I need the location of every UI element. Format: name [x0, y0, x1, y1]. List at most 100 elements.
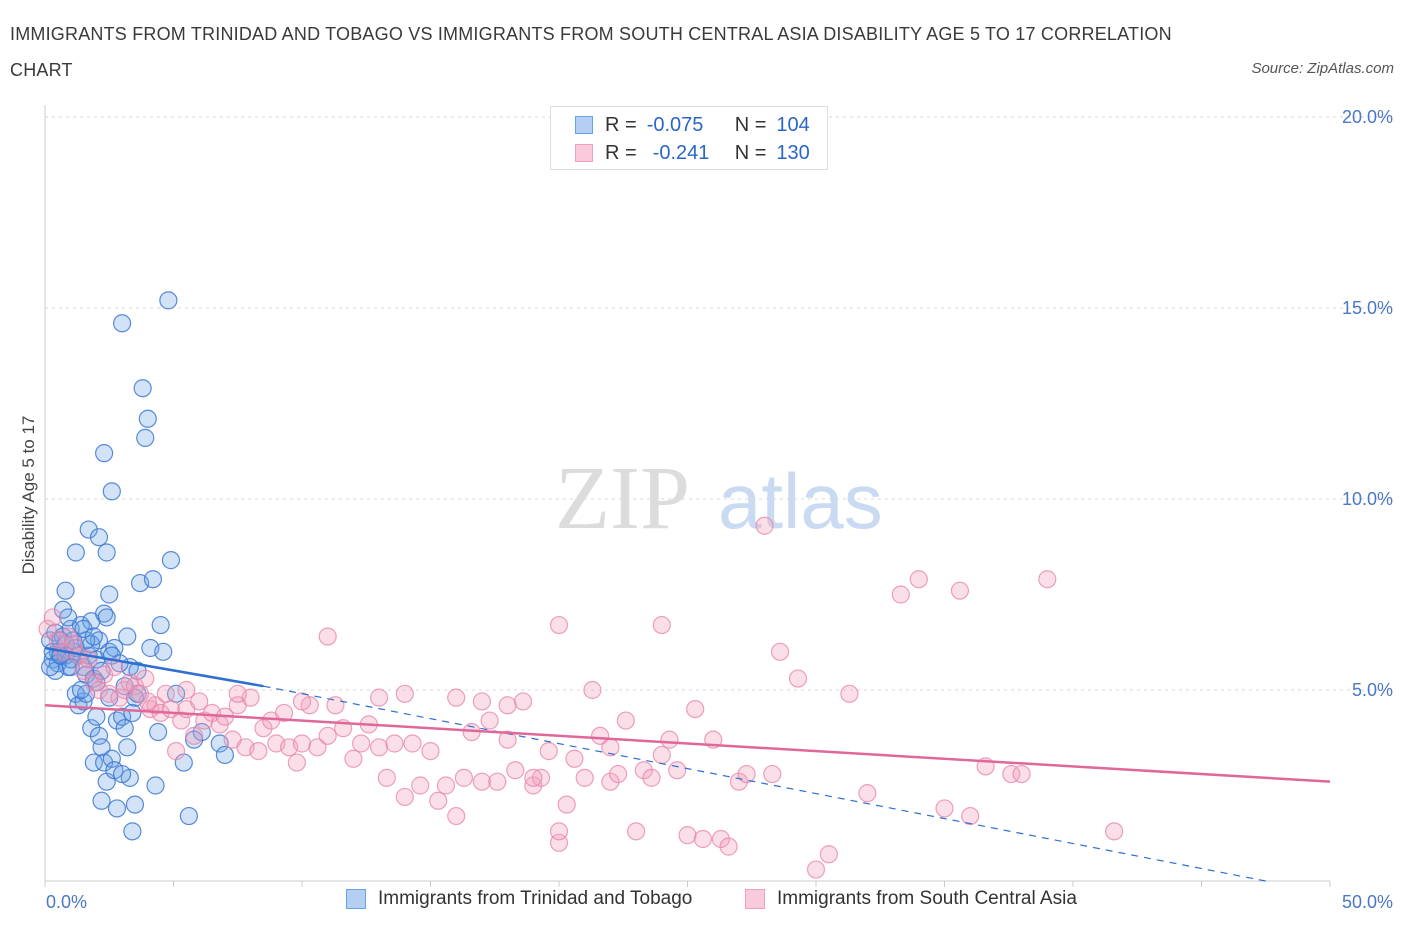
data-point-pink: [472, 772, 491, 791]
data-point-blue: [118, 738, 137, 757]
data-point-pink: [770, 642, 790, 661]
data-point-pink: [891, 585, 910, 604]
data-point-blue: [89, 528, 109, 547]
data-point-blue: [146, 776, 165, 795]
data-point-pink: [184, 726, 204, 745]
data-point-pink: [729, 772, 749, 791]
data-point-pink: [95, 665, 114, 684]
watermark-atlas: atlas: [718, 457, 883, 545]
data-point-pink: [961, 806, 980, 826]
data-point-blue: [66, 543, 85, 562]
data-point-blue: [184, 730, 204, 749]
y-axis-label: Disability Age 5 to 17: [19, 416, 38, 575]
data-point-blue: [123, 822, 142, 841]
data-point-blue: [107, 799, 127, 818]
data-point-blue: [95, 444, 114, 463]
data-point-blue: [112, 764, 132, 784]
data-point-blue: [133, 379, 152, 398]
data-point-pink: [472, 692, 491, 711]
data-point-pink: [909, 570, 928, 589]
data-point-pink: [819, 845, 838, 864]
data-point-blue: [100, 585, 119, 604]
data-point-pink: [950, 581, 970, 600]
data-point-pink: [352, 734, 371, 753]
data-point-pink: [668, 761, 687, 780]
data-point-pink: [788, 669, 808, 688]
y-tick-label: 20.0%: [1342, 107, 1393, 127]
data-point-pink: [1012, 764, 1031, 784]
data-point-pink: [506, 761, 525, 780]
legend-n-value-blue: 104: [776, 113, 810, 136]
legend-r-label: R =: [605, 113, 637, 136]
data-point-pink: [693, 829, 713, 849]
data-point-blue: [74, 619, 93, 638]
data-point-pink: [634, 761, 653, 780]
data-point-pink: [565, 749, 584, 768]
data-point-pink: [652, 745, 671, 765]
data-point-pink: [344, 749, 363, 768]
watermark-zip: ZIP: [555, 449, 690, 548]
trend-line-blue-dashed: [263, 685, 1266, 882]
legend-r-label: R =: [605, 141, 637, 164]
data-point-pink: [524, 768, 543, 787]
data-point-blue: [151, 615, 170, 635]
legend: R = -0.075 N = 104 R = -0.241 N = 130: [550, 106, 828, 170]
gridlines: [45, 116, 1395, 691]
bottom-legend-label-pink: Immigrants from South Central Asia: [777, 888, 1077, 909]
y-tick-label: 10.0%: [1342, 489, 1393, 509]
data-point-pink: [858, 784, 877, 803]
data-point-blue: [89, 726, 109, 745]
data-point-pink: [287, 753, 306, 772]
data-point-pink: [274, 703, 294, 723]
data-point-pink: [100, 684, 119, 703]
data-point-pink: [498, 730, 517, 749]
bottom-legend-swatch-pink: [745, 889, 765, 909]
data-point-pink: [292, 734, 312, 753]
legend-r-value-blue: -0.075: [646, 113, 704, 136]
data-point-blue: [143, 570, 163, 589]
data-point-blue: [112, 314, 132, 333]
data-point-blue: [179, 806, 199, 826]
data-point-pink: [583, 680, 602, 700]
data-point-pink: [292, 692, 312, 711]
data-point-pink: [105, 657, 124, 677]
data-point-pink: [488, 772, 507, 791]
data-point-pink: [138, 692, 157, 711]
legend-row-blue: R = -0.075 N = 104: [575, 112, 810, 138]
data-point-blue: [148, 722, 168, 742]
data-point-blue: [215, 745, 234, 765]
data-point-blue: [56, 581, 75, 600]
series-blue-points: [41, 291, 234, 841]
data-point-pink: [626, 822, 646, 841]
data-point-blue: [118, 627, 137, 646]
data-point-pink: [549, 615, 569, 635]
data-point-pink: [395, 787, 414, 807]
series-pink-points: [38, 516, 1124, 879]
data-point-pink: [308, 738, 327, 757]
data-point-pink: [601, 772, 620, 791]
data-point-pink: [370, 738, 389, 757]
data-point-pink: [166, 742, 186, 761]
data-point-blue: [138, 409, 157, 428]
trend-line-pink: [44, 704, 1331, 783]
data-point-pink: [436, 776, 456, 795]
data-point-pink: [498, 696, 517, 715]
data-point-pink: [370, 688, 389, 707]
data-point-pink: [591, 726, 610, 745]
data-point-blue: [161, 551, 181, 570]
data-point-blue: [84, 753, 103, 772]
legend-row-pink: R = -0.241 N = 130: [575, 140, 810, 166]
data-point-pink: [513, 692, 533, 711]
legend-swatch-blue: [575, 116, 593, 134]
data-point-pink: [524, 776, 543, 795]
data-point-pink: [429, 791, 448, 810]
legend-n-value-pink: 130: [776, 141, 810, 164]
data-point-pink: [385, 734, 404, 753]
data-point-pink: [156, 684, 175, 703]
data-point-blue: [84, 627, 103, 646]
data-point-pink: [411, 776, 430, 795]
data-point-pink: [755, 516, 774, 535]
data-point-pink: [318, 627, 337, 646]
data-point-pink: [660, 730, 679, 749]
